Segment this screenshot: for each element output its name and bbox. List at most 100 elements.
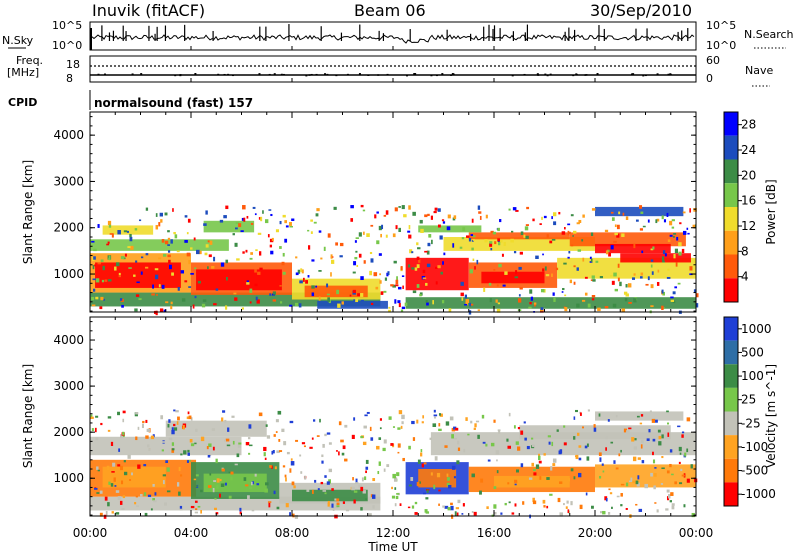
echo-speckle <box>180 270 185 274</box>
velocity-ylabel: Slant Range [km] <box>21 364 35 468</box>
echo-speckle <box>212 487 215 493</box>
echo-speckle <box>529 289 533 294</box>
echo-speckle <box>576 303 580 308</box>
echo-speckle <box>677 425 681 428</box>
colorbar-tick-label: 100 <box>741 369 764 383</box>
echo-speckle <box>383 290 387 293</box>
echo-speckle <box>171 272 174 276</box>
echo-speckle <box>376 445 380 450</box>
freq-dot <box>406 74 409 77</box>
echo-speckle <box>365 466 369 470</box>
echo-speckle <box>678 242 682 247</box>
echo-speckle <box>264 219 269 224</box>
echo-speckle <box>390 443 394 446</box>
echo-speckle <box>190 443 195 447</box>
echo-speckle <box>476 259 479 265</box>
echo-speckle <box>289 304 293 307</box>
echo-speckle <box>573 436 576 440</box>
echo-speckle <box>595 260 599 263</box>
echo-speckle <box>344 458 348 462</box>
echo-speckle <box>669 463 672 468</box>
echo-speckle <box>246 282 250 285</box>
echo-speckle <box>327 502 330 507</box>
echo-speckle <box>634 438 637 441</box>
echo-speckle <box>572 235 574 237</box>
echo-speckle <box>422 415 425 419</box>
echo-speckle <box>187 452 190 456</box>
echo-speckle <box>275 431 278 433</box>
echo-speckle <box>148 448 151 452</box>
echo-speckle <box>162 441 166 443</box>
echo-speckle <box>120 480 124 485</box>
echo-speckle <box>507 482 510 485</box>
echo-speckle <box>143 492 147 497</box>
echo-speckle <box>555 267 559 271</box>
echo-speckle <box>661 215 664 220</box>
echo-speckle <box>107 220 112 226</box>
echo-speckle <box>617 277 620 282</box>
echo-speckle <box>167 237 171 241</box>
echo-speckle <box>661 467 665 470</box>
echo-speckle <box>107 241 110 244</box>
echo-speckle <box>342 501 346 504</box>
echo-speckle <box>408 225 411 230</box>
echo-speckle <box>355 237 359 239</box>
echo-speckle <box>479 490 482 495</box>
echo-speckle <box>590 232 594 237</box>
echo-speckle <box>120 465 124 471</box>
echo-speckle <box>667 268 670 271</box>
echo-speckle <box>223 215 227 219</box>
echo-speckle <box>204 252 208 256</box>
echo-speckle <box>350 205 354 209</box>
echo-speckle <box>546 505 549 509</box>
echo-speckle <box>274 466 277 470</box>
echo-speckle <box>282 465 286 468</box>
echo-speckle <box>408 234 412 239</box>
echo-speckle <box>669 449 673 453</box>
echo-speckle <box>250 252 254 255</box>
echo-speckle <box>650 248 654 251</box>
echo-speckle <box>215 288 219 291</box>
echo-speckle <box>495 299 498 303</box>
echo-speckle <box>416 256 420 261</box>
echo-speckle <box>493 269 496 271</box>
echo-speckle <box>254 269 257 273</box>
echo-speckle <box>395 225 398 230</box>
echo-speckle <box>272 299 277 302</box>
echo-speckle <box>194 267 197 270</box>
echo-speckle <box>543 505 546 508</box>
echo-speckle <box>640 276 643 279</box>
echo-speckle <box>587 409 590 412</box>
echo-speckle <box>111 233 114 238</box>
echo-speckle <box>448 308 452 313</box>
echo-speckle <box>250 222 254 225</box>
colorbar-segment <box>724 135 738 160</box>
echo-speckle <box>181 298 186 302</box>
echo-speckle <box>638 508 643 512</box>
echo-speckle <box>225 205 229 210</box>
echo-speckle <box>123 460 126 463</box>
echo-speckle <box>230 471 234 475</box>
echo-speckle <box>156 294 158 296</box>
echo-speckle <box>144 512 148 516</box>
echo-speckle <box>575 409 578 413</box>
echo-speckle <box>110 483 114 487</box>
echo-speckle <box>336 505 340 508</box>
echo-speckle <box>573 416 576 420</box>
x-tick-label: 16:00 <box>477 526 512 540</box>
echo-speckle <box>474 266 476 270</box>
echo-speckle <box>379 418 383 421</box>
echo-speckle <box>114 479 118 484</box>
echo-speckle <box>269 293 272 296</box>
echo-speckle <box>471 247 474 251</box>
echo-speckle <box>682 230 687 235</box>
echo-speckle <box>282 214 286 218</box>
echo-speckle <box>142 467 145 471</box>
echo-speckle <box>470 420 473 424</box>
echo-speckle <box>202 299 207 302</box>
echo-speckle <box>112 462 116 467</box>
echo-speckle <box>674 248 679 254</box>
echo-speckle <box>618 453 621 457</box>
echo-speckle <box>566 500 569 504</box>
echo-speckle <box>242 251 245 254</box>
